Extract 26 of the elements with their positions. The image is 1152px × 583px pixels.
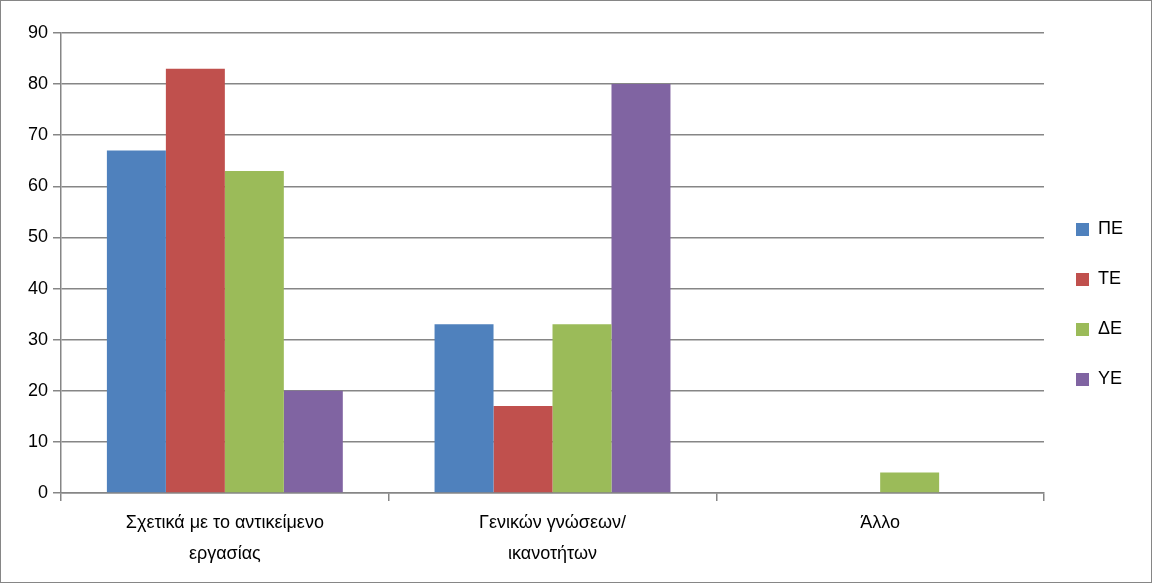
bar — [552, 324, 612, 493]
y-tick-label: 30 — [27, 328, 49, 349]
bar — [493, 406, 553, 493]
legend-label: ΤΕ — [1098, 268, 1122, 289]
y-tick-label: 60 — [27, 175, 49, 196]
x-tick-label: Άλλο — [860, 511, 901, 532]
bar — [434, 324, 494, 493]
bar — [224, 171, 284, 493]
x-tick-label: Γενικών γνώσεων/ικανοτήτων — [479, 511, 627, 564]
y-tick-label: 70 — [27, 124, 49, 145]
bar — [106, 150, 166, 493]
bar — [165, 68, 225, 493]
y-tick-label: 20 — [27, 379, 49, 400]
y-tick-label: 80 — [27, 73, 49, 94]
bar — [283, 390, 343, 493]
bar — [880, 472, 940, 493]
legend-label: ΔΕ — [1098, 318, 1123, 339]
y-tick-label: 90 — [27, 21, 49, 42]
y-tick-label: 10 — [27, 430, 49, 451]
y-tick-label: 40 — [27, 277, 49, 298]
legend-label: ΥΕ — [1098, 368, 1123, 389]
bar — [611, 84, 671, 493]
y-tick-label: 0 — [38, 481, 49, 502]
x-tick-label: Σχετικά με το αντικείμενο εργασίας — [125, 511, 324, 564]
y-tick-label: 50 — [27, 226, 49, 247]
legend-label: ΠΕ — [1098, 218, 1124, 239]
